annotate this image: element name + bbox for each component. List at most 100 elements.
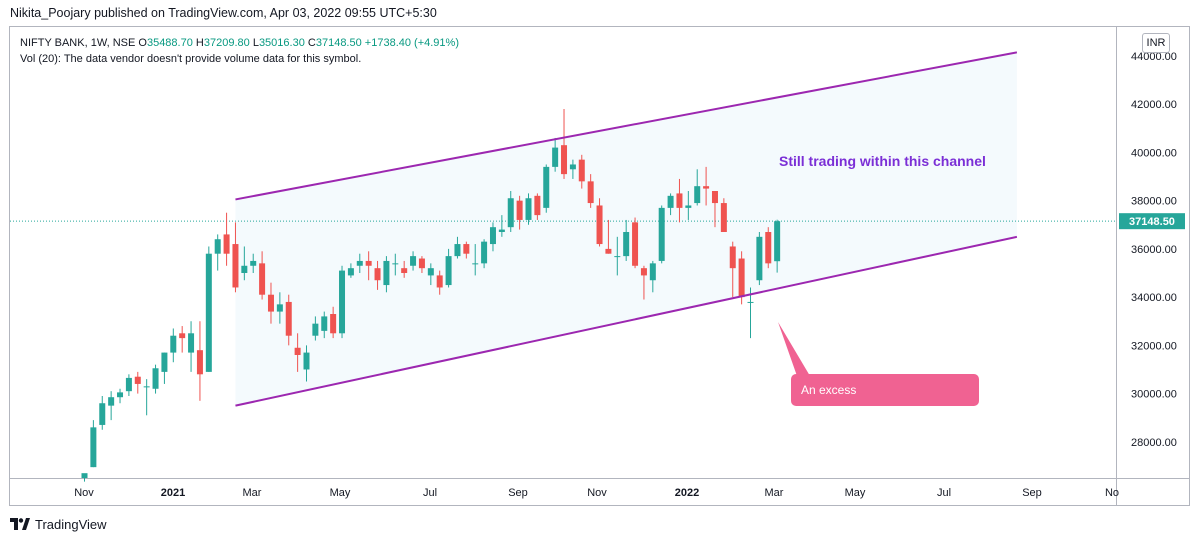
candle-body — [703, 186, 710, 189]
candle-body — [117, 392, 124, 398]
candle-body — [623, 232, 630, 257]
ohlc-line: NIFTY BANK, 1W, NSE O35488.70 H37209.80 … — [20, 35, 459, 51]
x-tick-label: Nov — [74, 487, 94, 499]
candle-body — [561, 145, 568, 175]
candle-body — [303, 352, 310, 370]
currency-button[interactable]: INR — [1142, 33, 1170, 53]
candle-body — [356, 260, 363, 266]
candle-body — [632, 222, 639, 266]
y-tick-label: 32000.00 — [1131, 340, 1177, 352]
candle-body — [463, 244, 470, 254]
candle-body — [143, 386, 150, 388]
low-value: 35016.30 — [258, 37, 305, 49]
high-label: H — [195, 37, 204, 49]
candle-body — [472, 263, 479, 265]
candle-body — [578, 159, 585, 182]
candle-body — [410, 256, 417, 266]
candle-body — [383, 260, 390, 286]
candle-body — [587, 181, 594, 204]
x-tick-label: No — [1105, 487, 1119, 499]
y-tick-label: 36000.00 — [1131, 244, 1177, 256]
candle-body — [285, 301, 292, 336]
candle-body — [259, 263, 266, 295]
candle-body — [720, 203, 727, 232]
x-tick-label: 2022 — [675, 487, 699, 499]
candle-body — [596, 205, 603, 245]
x-tick-label: Mar — [765, 487, 784, 499]
candle-body — [392, 263, 399, 265]
candle-body — [99, 403, 106, 425]
y-tick-label: 28000.00 — [1131, 437, 1177, 449]
candle-body — [427, 268, 434, 276]
open-label: O — [138, 37, 147, 49]
candle-body — [774, 221, 781, 262]
y-tick-label: 44000.00 — [1131, 51, 1177, 63]
candle-body — [685, 205, 692, 208]
y-tick-label: 34000.00 — [1131, 292, 1177, 304]
candle-body — [516, 200, 523, 220]
candle-body — [765, 232, 772, 264]
x-tick-label: May — [845, 487, 866, 499]
chart-frame[interactable] — [9, 26, 1190, 506]
callout-box — [791, 374, 979, 406]
candle-body — [152, 368, 159, 389]
change-value: +1738.40 (+4.91%) — [364, 37, 459, 49]
candle-body — [640, 268, 647, 276]
candle-body — [108, 397, 115, 406]
candle-body — [498, 229, 505, 232]
footer-brand[interactable]: TradingView — [35, 516, 107, 532]
candle-body — [445, 256, 452, 286]
x-tick-label: 2021 — [161, 487, 185, 499]
y-tick-label: 40000.00 — [1131, 147, 1177, 159]
chart-legend: NIFTY BANK, 1W, NSE O35488.70 H37209.80 … — [20, 35, 459, 67]
publisher-line: Nikita_Poojary published on TradingView.… — [10, 6, 437, 20]
candle-body — [525, 198, 532, 220]
candle-body — [552, 147, 559, 167]
candle-body — [543, 166, 550, 208]
candle-body — [658, 207, 665, 261]
y-tick-label: 30000.00 — [1131, 389, 1177, 401]
candle-body — [223, 234, 230, 254]
candle-body — [374, 268, 381, 281]
x-tick-label: Mar — [243, 487, 262, 499]
volume-line: Vol (20): The data vendor doesn't provid… — [20, 53, 362, 65]
channel-lower-line — [235, 235, 1018, 407]
callout-pointer — [778, 322, 810, 376]
candle-body — [667, 195, 674, 208]
candle-body — [365, 260, 372, 266]
candle-body — [729, 246, 736, 269]
candle-body — [569, 164, 576, 170]
candle-body — [614, 256, 621, 258]
candle-body — [134, 376, 141, 384]
high-value: 37209.80 — [203, 37, 250, 49]
x-tick-label: Sep — [1022, 487, 1042, 499]
candle-body — [321, 316, 328, 331]
y-tick-label: 42000.00 — [1131, 99, 1177, 111]
candle-body — [676, 193, 683, 208]
candle-body — [711, 191, 718, 204]
close-value: 37148.50 — [315, 37, 362, 49]
symbol-label[interactable]: NIFTY BANK, 1W, NSE — [20, 37, 136, 49]
candle-body — [267, 294, 274, 312]
callout-text: An excess — [801, 383, 856, 397]
candle-body — [339, 270, 346, 334]
x-tick-label: May — [330, 487, 351, 499]
candle-body — [694, 186, 701, 204]
candle-body — [170, 335, 177, 353]
candle-body — [605, 248, 612, 254]
open-value: 35488.70 — [146, 37, 193, 49]
candle-body — [649, 263, 656, 281]
tradingview-logo-icon[interactable] — [10, 518, 30, 530]
candle-body — [347, 268, 354, 276]
candle-body — [756, 236, 763, 281]
publisher-bar: Nikita_Poojary published on TradingView.… — [0, 0, 1200, 26]
candle-body — [250, 260, 257, 266]
candle-body — [232, 244, 239, 288]
candle-body — [436, 275, 443, 288]
channel-annotation: Still trading within this channel — [779, 153, 986, 169]
candle-body — [196, 350, 203, 375]
last-price-label: 37148.50 — [1129, 216, 1175, 228]
candle-body — [534, 195, 541, 216]
candle-body — [188, 333, 195, 353]
